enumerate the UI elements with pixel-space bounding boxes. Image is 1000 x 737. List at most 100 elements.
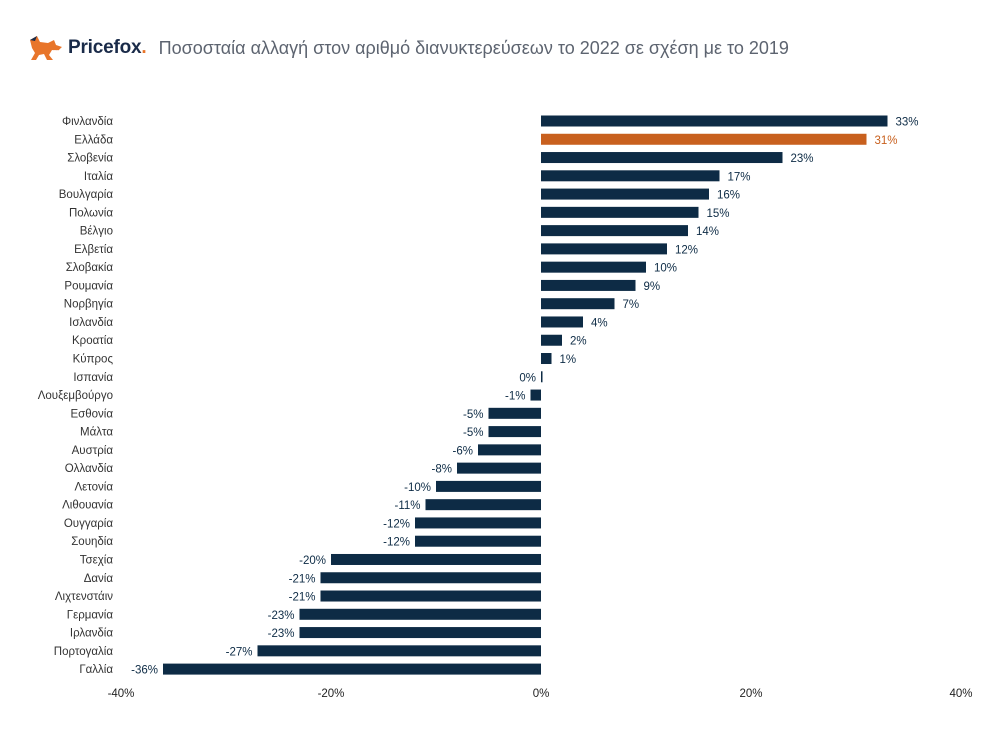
category-label: Τσεχία bbox=[80, 554, 114, 566]
brand-name: Pricefox bbox=[68, 37, 142, 58]
value-label: 15% bbox=[707, 208, 730, 220]
category-label: Σλοβακία bbox=[66, 262, 114, 274]
value-label: 10% bbox=[654, 263, 677, 275]
bar bbox=[478, 444, 541, 456]
value-label: -1% bbox=[505, 391, 525, 403]
category-label: Δανία bbox=[84, 573, 114, 585]
bar bbox=[320, 572, 541, 584]
bar bbox=[541, 133, 867, 145]
bar bbox=[541, 115, 888, 127]
bar bbox=[541, 243, 667, 255]
bar bbox=[415, 517, 541, 529]
value-label: 17% bbox=[728, 171, 751, 183]
bar bbox=[541, 152, 783, 164]
value-label: -8% bbox=[432, 464, 452, 476]
bar bbox=[541, 188, 709, 200]
bar bbox=[425, 499, 541, 511]
bar bbox=[541, 298, 615, 310]
value-label: -36% bbox=[131, 665, 158, 677]
x-tick-label: -40% bbox=[108, 688, 135, 700]
category-label: Φινλανδία bbox=[62, 116, 113, 128]
category-label: Ισλανδία bbox=[69, 317, 113, 329]
category-label: Κροατία bbox=[72, 335, 113, 347]
category-label: Μάλτα bbox=[80, 427, 113, 439]
value-label: -21% bbox=[289, 592, 316, 604]
value-label: -12% bbox=[383, 537, 410, 549]
value-label: -23% bbox=[268, 610, 295, 622]
category-label: Βέλγιο bbox=[80, 226, 113, 238]
category-label: Νορβηγία bbox=[64, 299, 114, 311]
bar bbox=[436, 480, 541, 492]
bar bbox=[541, 170, 720, 182]
bar bbox=[331, 553, 541, 565]
x-tick-label: 40% bbox=[949, 688, 972, 700]
bar bbox=[299, 608, 541, 620]
category-label: Ελβετία bbox=[74, 244, 113, 256]
brand-dot: . bbox=[141, 37, 147, 58]
x-tick-label: 20% bbox=[739, 688, 762, 700]
category-label: Ιρλανδία bbox=[70, 628, 113, 640]
category-label: Ισπανία bbox=[73, 372, 113, 384]
value-label: -6% bbox=[453, 445, 473, 457]
category-label: Λιθουανία bbox=[62, 500, 113, 512]
category-label: Βουλγαρία bbox=[59, 189, 114, 201]
category-label: Γαλλία bbox=[79, 664, 113, 676]
value-label: -23% bbox=[268, 628, 295, 640]
bar bbox=[541, 261, 646, 273]
value-label: 33% bbox=[896, 117, 919, 129]
bar bbox=[257, 645, 541, 657]
bar bbox=[457, 462, 541, 474]
category-label: Λετονία bbox=[74, 481, 113, 493]
value-label: -11% bbox=[395, 500, 421, 512]
value-label: 9% bbox=[644, 281, 661, 293]
value-label: 14% bbox=[696, 226, 719, 238]
header: Pricefox. Ποσοσταία αλλαγή στον αριθμό δ… bbox=[28, 30, 789, 66]
category-label: Αυστρία bbox=[72, 445, 114, 457]
value-label: -27% bbox=[226, 646, 253, 658]
category-label: Πολωνία bbox=[69, 207, 113, 219]
category-label: Ιταλία bbox=[84, 171, 114, 183]
bar bbox=[541, 316, 583, 328]
value-label: 12% bbox=[675, 244, 698, 256]
value-label: 1% bbox=[560, 354, 577, 366]
bar bbox=[541, 206, 699, 218]
value-label: 4% bbox=[591, 317, 608, 329]
category-label: Λουξεμβούργο bbox=[38, 390, 113, 402]
category-label: Γερμανία bbox=[67, 609, 114, 621]
bar bbox=[488, 426, 541, 438]
fox-icon bbox=[30, 36, 62, 60]
bar bbox=[541, 225, 688, 237]
category-label: Ρουμανία bbox=[64, 280, 113, 292]
bar bbox=[541, 353, 552, 365]
value-label: 7% bbox=[623, 299, 640, 311]
value-label: -5% bbox=[463, 427, 483, 439]
x-tick-label: -20% bbox=[318, 688, 345, 700]
x-tick-label: 0% bbox=[533, 688, 550, 700]
category-label: Σλοβενία bbox=[67, 153, 113, 165]
category-label: Εσθονία bbox=[70, 408, 113, 420]
category-label: Πορτογαλία bbox=[54, 646, 114, 658]
value-label: 31% bbox=[875, 135, 898, 147]
bar bbox=[488, 407, 541, 419]
bar bbox=[541, 279, 636, 291]
chart-title: Ποσοσταία αλλαγή στον αριθμό διανυκτερεύ… bbox=[158, 37, 789, 58]
bar bbox=[320, 590, 541, 602]
bar bbox=[299, 627, 541, 639]
pricefox-logo[interactable]: Pricefox. bbox=[28, 34, 147, 62]
bar bbox=[530, 389, 541, 401]
bar bbox=[415, 535, 541, 547]
bar bbox=[163, 663, 541, 675]
value-label: 0% bbox=[519, 372, 536, 384]
value-label: -21% bbox=[289, 573, 316, 585]
bar bbox=[541, 371, 543, 383]
category-label: Ελλάδα bbox=[74, 134, 113, 146]
category-label: Ολλανδία bbox=[65, 463, 114, 475]
category-label: Λιχτενστάιν bbox=[55, 591, 113, 603]
category-label: Κύπρος bbox=[73, 354, 114, 366]
category-label: Ουγγαρία bbox=[64, 518, 113, 530]
value-label: -10% bbox=[404, 482, 431, 494]
value-label: -12% bbox=[383, 518, 410, 530]
category-label: Σουηδία bbox=[71, 536, 113, 548]
value-label: 16% bbox=[717, 190, 740, 202]
